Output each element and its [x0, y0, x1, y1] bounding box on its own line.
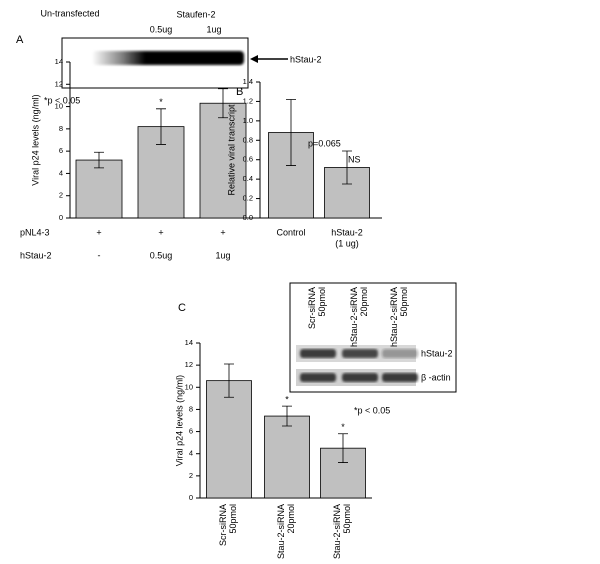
error-bar — [286, 99, 296, 166]
panel-letter: B — [236, 86, 243, 98]
western-blot: Un-transfected Staufen-20.5ug 1ug hStau-2 — [40, 8, 322, 89]
blot-lane-label: hStau-2-siRNA20pmol — [349, 287, 369, 347]
blot-band — [92, 51, 244, 65]
panel-letter: A — [16, 34, 24, 46]
y-tick-label: 1.2 — [243, 96, 253, 105]
annotation: *p < 0.05 — [44, 95, 80, 105]
blot-lane-label-line: hStau-2-siRNA — [389, 287, 399, 347]
blot-label: Staufen-2 — [176, 9, 215, 19]
y-tick-label: 0 — [59, 213, 63, 222]
blot-lane-label: Scr-siRNA50pmol — [307, 287, 327, 329]
y-tick-label: 4 — [59, 168, 63, 177]
y-tick-label: 8 — [189, 404, 193, 413]
row-cell: + — [220, 227, 225, 237]
y-tick-label: 14 — [55, 57, 63, 66]
x-tick-label-line: Scr-siRNA — [218, 504, 228, 546]
annotation: p=0.065 — [308, 138, 341, 148]
y-tick-label: 0.6 — [243, 155, 253, 164]
blot-lane-label-line: hStau-2-siRNA — [349, 287, 359, 347]
error-bar — [94, 151, 104, 169]
y-tick-label: 1.0 — [243, 116, 253, 125]
x-tick-label: Scr-siRNA50pmol — [218, 504, 238, 546]
blot-lane-label-line: 20pmol — [359, 287, 369, 317]
y-tick-label: 0.0 — [243, 213, 253, 222]
y-tick-label: 0.2 — [243, 194, 253, 203]
y-tick-label: 0.8 — [243, 135, 253, 144]
error-bar — [342, 150, 352, 185]
blot-band — [342, 373, 378, 382]
blot-band — [300, 349, 336, 358]
row-cell: + — [158, 227, 163, 237]
error-bar — [338, 433, 348, 463]
x-tick-label: Control — [276, 227, 305, 237]
error-bar — [224, 363, 234, 398]
panel-letter: C — [178, 302, 186, 314]
blot-lane-label-line: 50pmol — [399, 287, 409, 317]
y-tick-label: 2 — [189, 471, 193, 480]
y-tick-label: 4 — [189, 449, 193, 458]
blot-row-label: β -actin — [421, 372, 451, 382]
row-cell: - — [98, 250, 101, 260]
x-tick-label: hStau-2 — [331, 227, 363, 237]
bar — [137, 126, 185, 219]
x-tick-label-line: hStau-2-siRNA — [276, 504, 286, 559]
x-tick-label-line: 50pmol — [228, 504, 238, 534]
y-tick-label: 6 — [59, 146, 63, 155]
x-tick-label: hStau-2-siRNA20pmol — [276, 504, 296, 559]
y-tick-label: 0 — [189, 493, 193, 502]
blot-label: 0.5ug — [150, 24, 173, 34]
y-axis-label: Viral p24 levels (ng/ml) — [30, 94, 40, 185]
row-label: hStau-2 — [20, 250, 52, 260]
annotation: * — [285, 394, 289, 404]
bar — [75, 159, 123, 219]
row-cell: + — [96, 227, 101, 237]
x-tick-label: hStau-2-siRNA50pmol — [332, 504, 352, 559]
y-tick-label: 1.4 — [243, 77, 253, 86]
y-tick-label: 12 — [55, 79, 63, 88]
blot-lane-label-line: 50pmol — [317, 287, 327, 317]
y-tick-label: 6 — [189, 427, 193, 436]
bar — [206, 380, 252, 499]
blot-lane-label: hStau-2-siRNA50pmol — [389, 287, 409, 347]
error-bar — [218, 88, 228, 119]
y-tick-label: 2 — [59, 191, 63, 200]
blot-band — [342, 349, 378, 358]
blot-band-label: hStau-2 — [290, 54, 322, 64]
western-blot: Scr-siRNA50pmol hStau-2-siRNA20pmol hStau-… — [289, 282, 457, 393]
y-tick-label: 0.4 — [243, 174, 253, 183]
y-axis-label: Relative viral transcript — [226, 104, 236, 196]
y-tick-label: 8 — [59, 124, 63, 133]
row-label: pNL4-3 — [20, 227, 50, 237]
blot-arrowhead — [250, 55, 258, 63]
y-tick-label: 10 — [185, 382, 193, 391]
blot-row-label: hStau-2 — [421, 348, 453, 358]
blot-label: Un-transfected — [40, 8, 99, 18]
error-bar — [156, 108, 166, 145]
row-cell: 1ug — [215, 250, 230, 260]
annotation: * — [159, 97, 163, 107]
blot-lane-label-line: Scr-siRNA — [307, 287, 317, 329]
blot-band — [300, 373, 336, 382]
annotation: * — [341, 422, 345, 432]
x-tick-label: (1 ug) — [335, 238, 359, 248]
annotation: *p < 0.05 — [354, 405, 390, 415]
y-axis-label: Viral p24 levels (ng/ml) — [174, 375, 184, 466]
x-tick-label-line: hStau-2-siRNA — [332, 504, 342, 559]
error-bar — [282, 405, 292, 427]
y-tick-label: 12 — [185, 360, 193, 369]
x-tick-label-line: 50pmol — [342, 504, 352, 534]
annotation: NS — [348, 154, 361, 164]
x-tick-label-line: 20pmol — [286, 504, 296, 534]
blot-label: 1ug — [206, 24, 221, 34]
blot-band — [382, 349, 418, 358]
row-cell: 0.5ug — [150, 250, 173, 260]
blot-band — [382, 373, 418, 382]
y-tick-label: 10 — [55, 102, 63, 111]
bar — [264, 415, 310, 499]
y-tick-label: 14 — [185, 338, 193, 347]
bar — [199, 102, 247, 219]
